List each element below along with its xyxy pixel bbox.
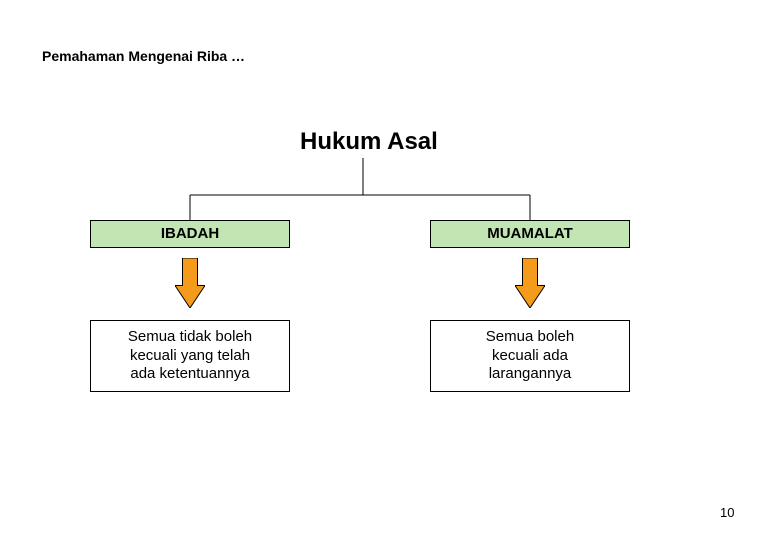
- node-muamalat-desc-label: Semua bolehkecuali adalarangannya: [486, 328, 574, 384]
- node-ibadah-desc: Semua tidak bolehkecuali yang telahada k…: [90, 320, 290, 392]
- node-ibadah: IBADAH: [90, 220, 290, 248]
- arrow-down-icon: [175, 258, 205, 308]
- node-muamalat-desc: Semua bolehkecuali adalarangannya: [430, 320, 630, 392]
- page-number: 10: [720, 505, 734, 520]
- page-number-text: 10: [720, 505, 734, 520]
- connector-bracket: [0, 0, 780, 540]
- node-ibadah-label: IBADAH: [161, 225, 219, 244]
- node-muamalat-label: MUAMALAT: [487, 225, 573, 244]
- arrow-down-icon: [515, 258, 545, 308]
- node-muamalat: MUAMALAT: [430, 220, 630, 248]
- node-ibadah-desc-label: Semua tidak bolehkecuali yang telahada k…: [128, 328, 252, 384]
